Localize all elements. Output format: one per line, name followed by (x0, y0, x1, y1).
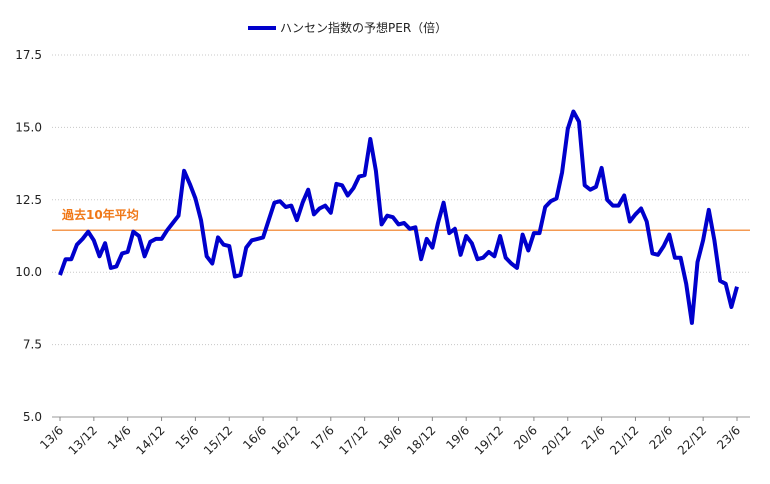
x-tick-label: 21/12 (607, 423, 641, 457)
x-tick-label: 23/6 (714, 423, 743, 452)
x-tick-label: 15/12 (201, 423, 235, 457)
x-tick-label: 21/6 (579, 423, 608, 452)
y-tick-label: 7.5 (23, 338, 42, 352)
x-tick-label: 19/12 (472, 423, 506, 457)
x-tick-label: 13/6 (37, 423, 66, 452)
y-tick-label: 10.0 (15, 265, 42, 279)
x-tick-label: 22/6 (646, 423, 675, 452)
x-tick-label: 20/6 (511, 423, 540, 452)
y-tick-label: 5.0 (23, 410, 42, 424)
x-tick-label: 16/12 (269, 423, 303, 457)
series-line-hsi-per (58, 109, 739, 325)
x-tick-label: 15/6 (173, 423, 202, 452)
y-tick-label: 15.0 (15, 120, 42, 134)
x-tick-label: 17/6 (308, 423, 337, 452)
x-tick-label: 14/6 (105, 423, 134, 452)
x-tick-label: 14/12 (133, 423, 167, 457)
average-line-label: 過去10年平均 (61, 207, 139, 222)
x-tick-label: 20/12 (540, 423, 574, 457)
x-tick-label: 13/12 (66, 423, 100, 457)
legend: ハンセン指数の予想PER（倍） (248, 20, 447, 35)
x-tick-label: 18/12 (404, 423, 438, 457)
legend-label: ハンセン指数の予想PER（倍） (280, 20, 447, 35)
x-tick-label: 19/6 (443, 423, 472, 452)
x-tick-label: 17/12 (336, 423, 370, 457)
x-tick-label: 22/12 (675, 423, 709, 457)
y-tick-label: 12.5 (15, 193, 42, 207)
x-tick-label: 18/6 (376, 423, 405, 452)
y-tick-label: 17.5 (15, 48, 42, 62)
x-tick-label: 16/6 (240, 423, 269, 452)
